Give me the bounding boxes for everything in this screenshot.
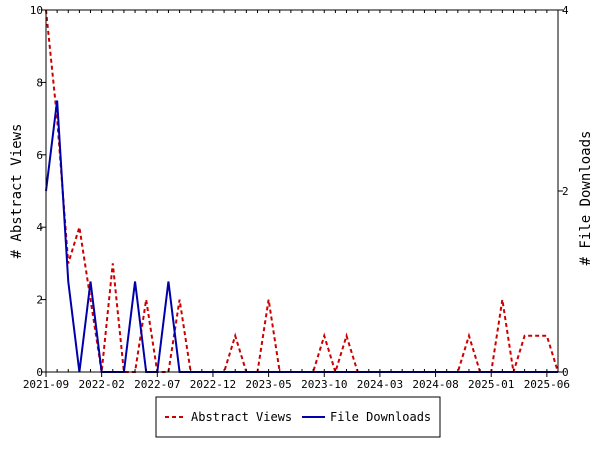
x-tick-label: 2024-03 (357, 378, 403, 391)
x-tick-label: 2022-07 (134, 378, 180, 391)
series-line-abstract-views (45, 9, 559, 376)
y-right-tick-label: 2 (562, 185, 569, 198)
y-right-tick-label: 0 (562, 366, 569, 379)
x-tick-label: 2025-01 (468, 378, 514, 391)
x-tick-label: 2021-09 (23, 378, 69, 391)
legend-label-abstract-views: Abstract Views (191, 410, 292, 424)
x-tick-label: 2023-10 (301, 378, 347, 391)
plot-frame (45, 9, 559, 373)
legend-box (155, 396, 441, 438)
y-left-tick-label: 2 (36, 294, 43, 307)
y-axis-title-right: # File Downloads (578, 131, 594, 266)
x-tick-label: 2022-02 (78, 378, 124, 391)
y-left-tick-label: 8 (36, 76, 43, 89)
series-line-file-downloads (45, 100, 558, 373)
x-tick-label: 2025-06 (524, 378, 570, 391)
y-axis-title-left: # Abstract Views (9, 124, 25, 259)
legend: Abstract Views File Downloads (155, 396, 441, 438)
x-tick-label: 2023-05 (245, 378, 291, 391)
y-left-tick-label: 0 (36, 366, 43, 379)
x-tick-label: 2022-12 (190, 378, 236, 391)
legend-label-file-downloads: File Downloads (330, 410, 431, 424)
x-tick-label: 2024-08 (412, 378, 458, 391)
y-left-tick-label: 4 (36, 221, 43, 234)
y-left-tick-label: 6 (36, 149, 43, 162)
y-left-tick-label: 10 (30, 4, 43, 17)
y-right-tick-label: 4 (562, 4, 569, 17)
